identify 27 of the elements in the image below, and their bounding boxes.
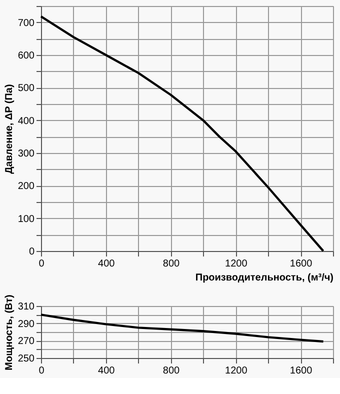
y-tick-label: 500 bbox=[18, 83, 35, 94]
x-tick-label: 0 bbox=[38, 258, 45, 270]
x-tick-label: 1200 bbox=[225, 366, 248, 376]
y-tick-label: 0 bbox=[28, 246, 35, 258]
y-tick-label: 400 bbox=[18, 116, 35, 127]
x-tick-label: 1200 bbox=[225, 258, 248, 270]
x-axis-title: Производительность, (м³/ч) bbox=[195, 272, 334, 284]
y-tick-label: 100 bbox=[18, 214, 35, 225]
y-tick-label: 600 bbox=[18, 50, 35, 62]
x-tick-label: 400 bbox=[98, 366, 116, 376]
y-tick-label: 200 bbox=[18, 181, 35, 192]
x-tick-label: 800 bbox=[162, 258, 180, 270]
x-tick-label: 0 bbox=[38, 366, 45, 376]
y-axis-title: Мощность, (Вт) bbox=[4, 294, 15, 370]
x-tick-label: 1600 bbox=[290, 366, 313, 376]
y-tick-label: 700 bbox=[18, 18, 35, 29]
x-tick-label: 400 bbox=[98, 258, 116, 270]
line-series bbox=[40, 314, 324, 343]
x-tick-label: 800 bbox=[162, 366, 180, 376]
y-tick-label: 250 bbox=[18, 354, 35, 364]
y-tick-label: 310 bbox=[18, 302, 35, 312]
y-axis-title: Давление, ΔP (Па) bbox=[4, 84, 15, 174]
y-tick-label: 300 bbox=[18, 148, 35, 160]
line-series bbox=[40, 15, 324, 252]
y-tick-label: 290 bbox=[18, 318, 35, 330]
y-tick-label: 270 bbox=[18, 336, 35, 348]
x-tick-label: 1600 bbox=[290, 258, 313, 270]
